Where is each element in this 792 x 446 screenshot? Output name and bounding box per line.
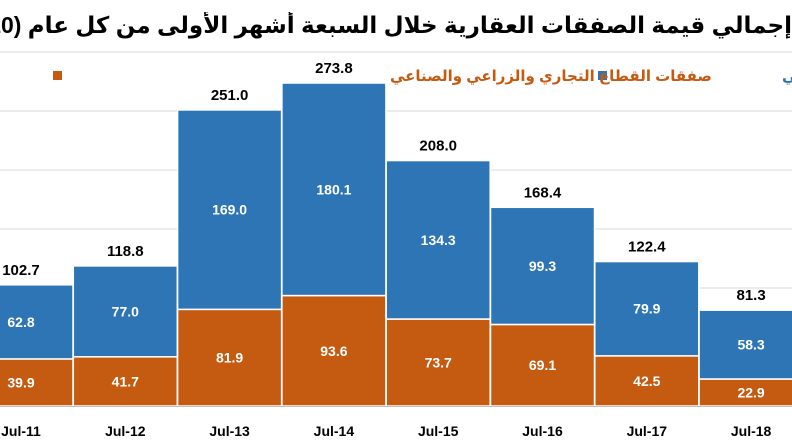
total-label: 118.8: [107, 243, 144, 260]
bar-segment: [0, 284, 74, 360]
data-label: 99.3: [529, 258, 556, 274]
data-label: 77.0: [112, 303, 139, 319]
total-label: 273.8: [315, 60, 353, 77]
bar-segment: [176, 109, 283, 311]
total-label: 251.0: [211, 87, 249, 104]
data-label: 79.9: [633, 301, 660, 317]
x-tick-label: Jul-18: [731, 423, 772, 439]
x-tick-label: Jul-17: [627, 423, 668, 439]
bar-segment: [385, 318, 491, 407]
total-label: 122.4: [628, 239, 666, 256]
data-label: 180.1: [316, 181, 351, 197]
legend: صفقات القطاع السكني صفقات القطاع التجاري…: [53, 68, 792, 86]
data-label: 93.6: [320, 343, 347, 359]
data-label: 22.9: [737, 384, 764, 400]
data-label: 58.3: [737, 337, 764, 353]
total-label: 102.7: [2, 262, 40, 279]
data-label: 42.5: [633, 373, 660, 389]
data-labels: 39.9 62.8 102.7 41.7 77.0 118.8 81.9 169.0 251.0…: [2, 60, 765, 400]
data-label: 81.9: [216, 350, 243, 366]
legend-swatch-residential: [598, 71, 607, 80]
bar-segment: [489, 206, 596, 326]
legend-label-residential: صفقات القطاع السكني: [782, 68, 792, 85]
bar-segment: [176, 308, 283, 407]
x-tick-label: Jul-13: [209, 423, 250, 439]
x-tick-label: Jul-14: [314, 423, 355, 439]
data-label: 39.9: [7, 374, 34, 390]
bar-segment: [281, 82, 387, 297]
data-label: 169.0: [212, 202, 247, 218]
total-label: 168.4: [524, 184, 562, 201]
legend-label-commercial: صفقات القطاع التجاري والزراعي والصناعي: [390, 68, 712, 86]
total-label: 81.3: [736, 287, 765, 304]
x-tick-label: Jul-15: [418, 423, 459, 439]
bar-segment: [385, 159, 491, 320]
x-tick-label: Jul-11: [1, 423, 41, 439]
data-label: 69.1: [529, 357, 556, 373]
bar-segment: [594, 260, 700, 357]
x-tick-label: Jul-12: [105, 423, 146, 439]
chart-title: إجمالي قيمة الصفقات العقارية خلال السبعة…: [0, 12, 792, 38]
data-label: 134.3: [421, 232, 456, 248]
x-tick-label: Jul-16: [522, 423, 563, 439]
bar-segment: [489, 323, 596, 407]
bar-segment: [72, 265, 179, 358]
bar-segment: [594, 355, 700, 407]
data-label: 41.7: [112, 373, 139, 389]
x-axis-ticks: Jul-11 Jul-12 Jul-13 Jul-14 Jul-15 Jul-16 Jul-…: [0, 406, 792, 439]
bar-segment: [281, 294, 387, 407]
total-label: 208.0: [419, 138, 457, 155]
data-label: 62.8: [7, 314, 34, 330]
bar-segment: [698, 309, 792, 380]
legend-swatch-commercial: [53, 71, 62, 80]
data-label: 73.7: [425, 355, 452, 371]
